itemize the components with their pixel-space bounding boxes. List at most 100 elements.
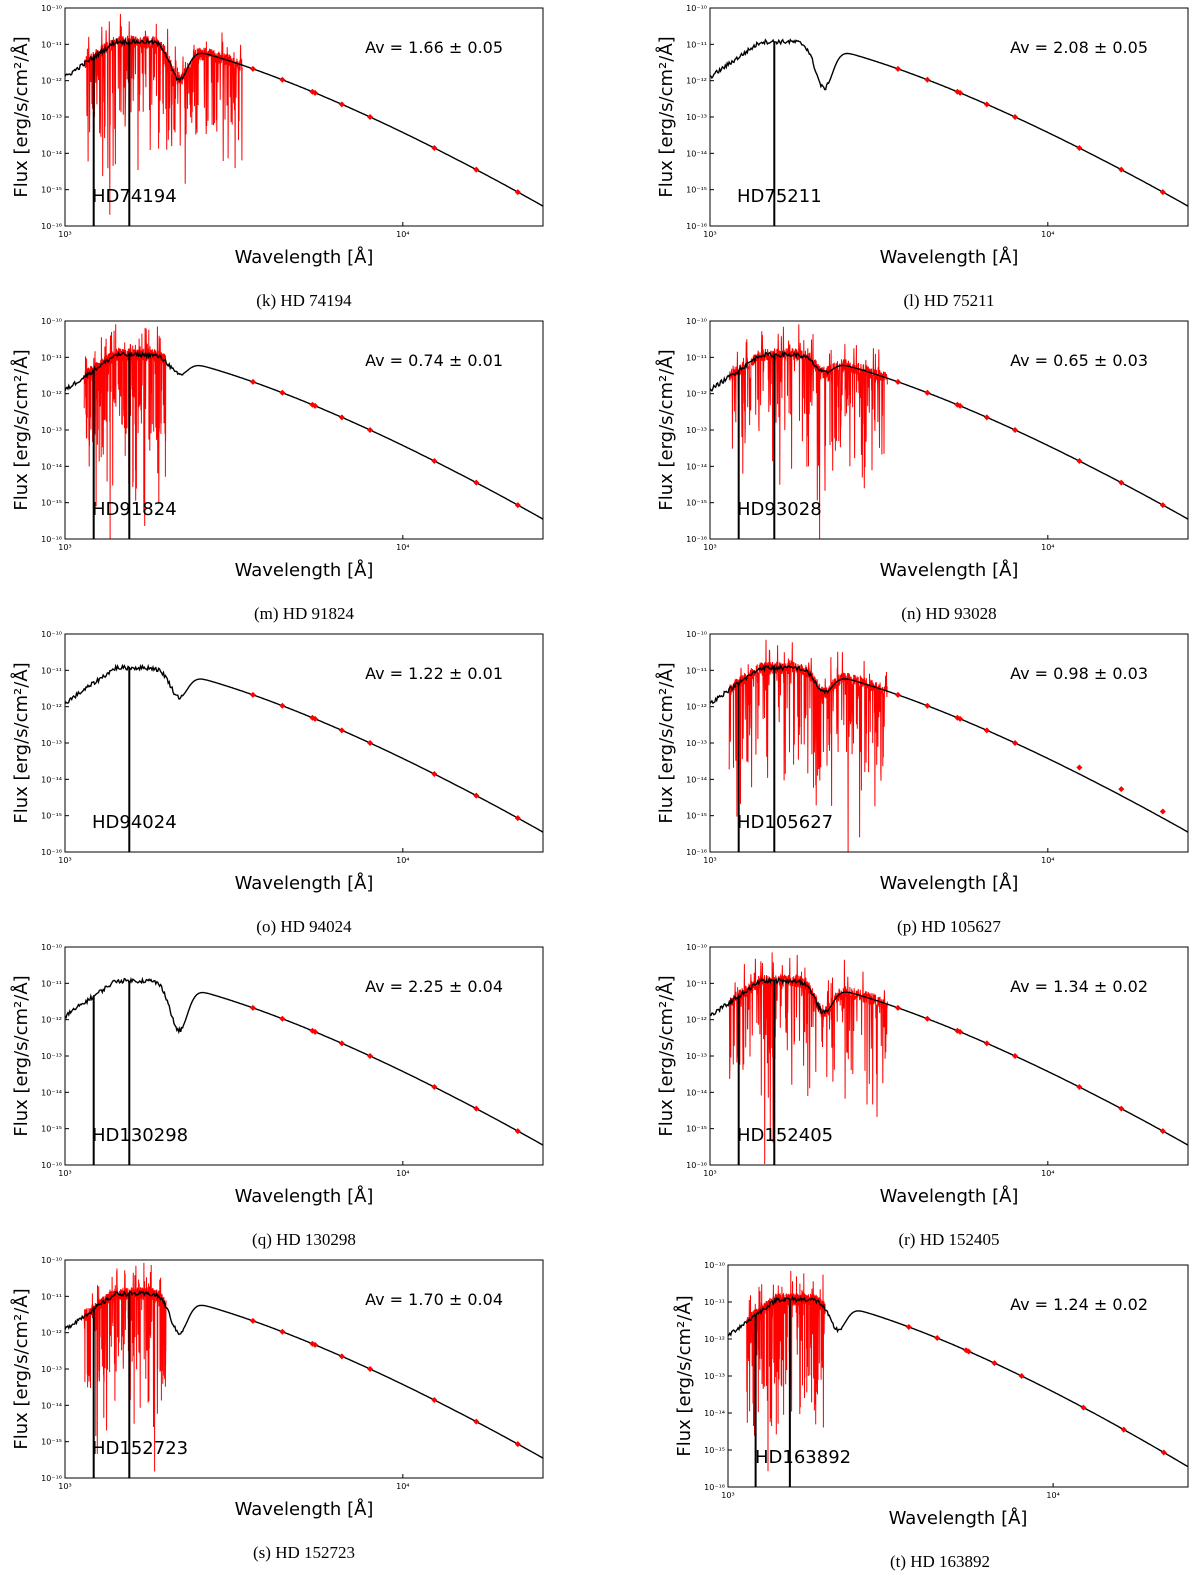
photometry-point [983,414,990,421]
y-axis-label: Flux [erg/s/cm²/Å] [10,349,32,510]
photometry-point [1118,479,1125,486]
av-annotation: Av = 1.66 ± 0.05 [365,38,503,57]
photometry-point [1076,145,1083,152]
y-tick-label: 10⁻¹³ [686,739,707,748]
photometry-point [1159,189,1166,196]
star-name: HD91824 [92,499,177,520]
photometry-point [279,702,286,709]
photometry-point [1159,1128,1166,1135]
y-tick-label: 10⁻¹⁰ [41,1256,62,1265]
photometry-point [957,402,964,409]
photometry-point [279,389,286,396]
av-annotation: Av = 0.65 ± 0.03 [1010,351,1148,370]
photometry-point [1159,502,1166,509]
photometry-point [367,427,374,434]
y-tick-label: 10⁻¹³ [41,1052,62,1061]
y-tick-label: 10⁻¹² [41,1329,62,1338]
y-tick-label: 10⁻¹⁶ [41,222,62,231]
y-tick-label: 10⁻¹¹ [686,353,707,362]
y-tick-label: 10⁻¹⁶ [41,1474,62,1483]
photometry-point [1118,1105,1125,1112]
photometry-point [514,815,521,822]
y-tick-label: 10⁻¹⁶ [41,1161,62,1170]
photometry-point [338,1040,345,1047]
plot-area [65,324,543,539]
photometry-point [957,89,964,96]
photometry-point [473,1418,480,1425]
x-tick-label: 10⁴ [396,856,409,865]
model-sed-line [710,663,1188,833]
y-tick-label: 10⁻¹⁰ [686,4,707,13]
y-tick-label: 10⁻¹³ [41,739,62,748]
av-annotation: Av = 0.98 ± 0.03 [1010,664,1148,683]
x-tick-label: 10⁴ [1041,230,1054,239]
photometry-point [894,65,901,72]
panel-caption: (l) HD 75211 [904,291,995,310]
x-axis-label: Wavelength [Å] [235,1185,374,1207]
uv-spectrum-line [746,1270,826,1472]
photometry-point [894,691,901,698]
y-tick-label: 10⁻¹⁵ [41,1438,62,1447]
x-axis-label: Wavelength [Å] [889,1507,1028,1529]
y-tick-label: 10⁻¹⁵ [41,1125,62,1134]
panel-caption: (p) HD 105627 [897,917,1001,936]
photometry-point [312,1028,319,1035]
x-tick-label: 10³ [58,543,71,552]
y-tick-label: 10⁻¹² [41,390,62,399]
x-tick-label: 10⁴ [396,1482,409,1491]
x-axis-label: Wavelength [Å] [880,872,1019,894]
panel-caption: (q) HD 130298 [252,1230,356,1249]
photometry-point [934,1335,941,1342]
y-axis-label: Flux [erg/s/cm²/Å] [655,349,677,510]
photometry-point [1012,114,1019,121]
photometry-point [338,727,345,734]
star-name: HD75211 [737,186,822,207]
photometry-point [367,1053,374,1060]
photometry-point [312,402,319,409]
photometry-point [991,1360,998,1367]
y-tick-label: 10⁻¹⁵ [41,812,62,821]
photometry-point [965,1348,972,1355]
y-axis-label: Flux [erg/s/cm²/Å] [655,662,677,823]
photometry-point [431,145,438,152]
av-annotation: Av = 1.22 ± 0.01 [365,664,503,683]
photometry-point [473,792,480,799]
y-tick-label: 10⁻¹⁵ [686,499,707,508]
x-tick-label: 10⁴ [396,543,409,552]
y-tick-label: 10⁻¹³ [41,426,62,435]
model-sed-line [65,663,543,833]
photometry-point [983,1040,990,1047]
photometry-point [279,1015,286,1022]
photometry-point [957,715,964,722]
photometry-point [249,1004,256,1011]
y-tick-label: 10⁻¹⁶ [41,535,62,544]
x-tick-label: 10³ [703,856,716,865]
y-tick-label: 10⁻¹⁰ [41,630,62,639]
y-tick-label: 10⁻¹³ [686,1052,707,1061]
x-tick-label: 10³ [58,1169,71,1178]
model-sed-line [65,37,543,207]
photometry-point [1076,764,1083,771]
photometry-point [249,65,256,72]
y-axis-label: Flux [erg/s/cm²/Å] [655,975,677,1136]
y-tick-label: 10⁻¹² [686,1016,707,1025]
photometry-point [367,114,374,121]
y-tick-label: 10⁻¹⁶ [686,848,707,857]
photometry-point [1076,1084,1083,1091]
y-tick-label: 10⁻¹² [686,77,707,86]
model-sed-line [710,38,1188,207]
star-name: HD163892 [755,1447,851,1468]
star-name: HD130298 [92,1125,188,1146]
y-tick-label: 10⁻¹⁰ [41,943,62,952]
y-axis-label: Flux [erg/s/cm²/Å] [655,36,677,197]
model-sed-line [710,976,1188,1146]
x-tick-label: 10⁴ [1046,1491,1059,1500]
plot-area [710,639,1188,852]
y-tick-label: 10⁻¹⁴ [41,462,62,471]
model-sed-line [65,1289,543,1459]
